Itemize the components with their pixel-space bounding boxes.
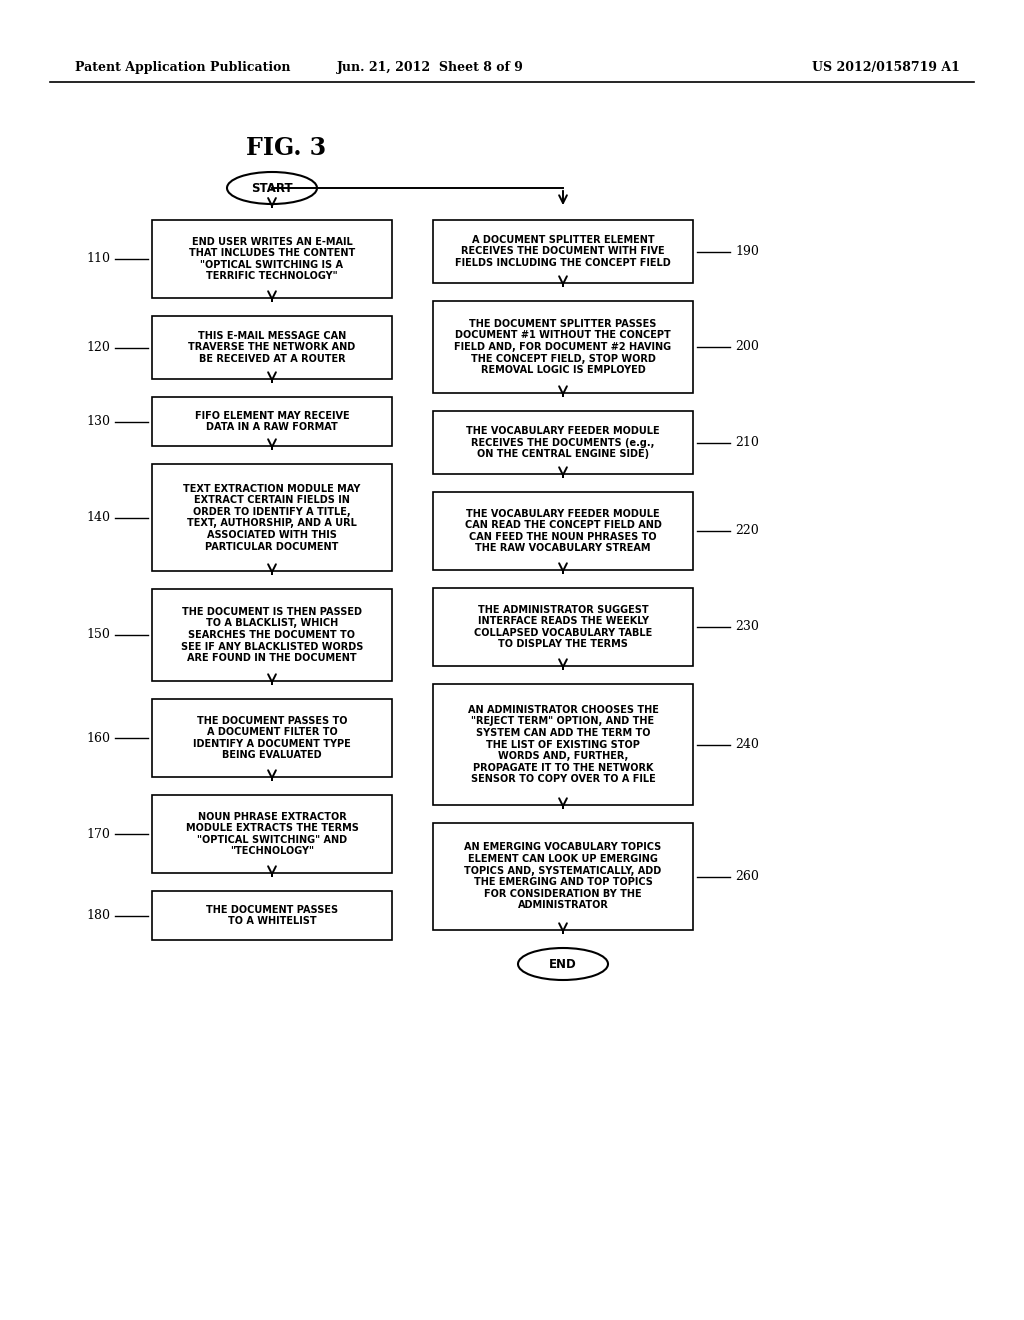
Text: 240: 240 — [735, 738, 759, 751]
Text: START: START — [251, 181, 293, 194]
Text: 130: 130 — [86, 414, 110, 428]
FancyBboxPatch shape — [152, 315, 392, 379]
Text: THE VOCABULARY FEEDER MODULE
CAN READ THE CONCEPT FIELD AND
CAN FEED THE NOUN PH: THE VOCABULARY FEEDER MODULE CAN READ TH… — [465, 508, 662, 553]
Ellipse shape — [518, 948, 608, 979]
FancyBboxPatch shape — [433, 220, 693, 282]
Text: 120: 120 — [86, 341, 110, 354]
Text: 170: 170 — [86, 828, 110, 841]
Text: NOUN PHRASE EXTRACTOR
MODULE EXTRACTS THE TERMS
"OPTICAL SWITCHING" AND
"TECHNOL: NOUN PHRASE EXTRACTOR MODULE EXTRACTS TH… — [185, 812, 358, 857]
Text: AN ADMINISTRATOR CHOOSES THE
"REJECT TERM" OPTION, AND THE
SYSTEM CAN ADD THE TE: AN ADMINISTRATOR CHOOSES THE "REJECT TER… — [468, 705, 658, 784]
Text: THE DOCUMENT PASSES
TO A WHITELIST: THE DOCUMENT PASSES TO A WHITELIST — [206, 904, 338, 927]
Text: THE ADMINISTRATOR SUGGEST
INTERFACE READS THE WEEKLY
COLLAPSED VOCABULARY TABLE
: THE ADMINISTRATOR SUGGEST INTERFACE READ… — [474, 605, 652, 649]
Text: 190: 190 — [735, 246, 759, 257]
Text: THE DOCUMENT PASSES TO
A DOCUMENT FILTER TO
IDENTIFY A DOCUMENT TYPE
BEING EVALU: THE DOCUMENT PASSES TO A DOCUMENT FILTER… — [194, 715, 351, 760]
Text: US 2012/0158719 A1: US 2012/0158719 A1 — [812, 62, 961, 74]
FancyBboxPatch shape — [433, 587, 693, 667]
Text: TEXT EXTRACTION MODULE MAY
EXTRACT CERTAIN FIELDS IN
ORDER TO IDENTIFY A TITLE,
: TEXT EXTRACTION MODULE MAY EXTRACT CERTA… — [183, 483, 360, 552]
Text: THE VOCABULARY FEEDER MODULE
RECEIVES THE DOCUMENTS (e.g.,
ON THE CENTRAL ENGINE: THE VOCABULARY FEEDER MODULE RECEIVES TH… — [466, 426, 659, 459]
FancyBboxPatch shape — [152, 465, 392, 572]
Text: 200: 200 — [735, 341, 759, 354]
Text: THIS E-MAIL MESSAGE CAN
TRAVERSE THE NETWORK AND
BE RECEIVED AT A ROUTER: THIS E-MAIL MESSAGE CAN TRAVERSE THE NET… — [188, 331, 355, 364]
Text: 140: 140 — [86, 511, 110, 524]
Text: Patent Application Publication: Patent Application Publication — [75, 62, 291, 74]
FancyBboxPatch shape — [152, 397, 392, 446]
Text: 220: 220 — [735, 524, 759, 537]
FancyBboxPatch shape — [152, 700, 392, 777]
FancyBboxPatch shape — [433, 411, 693, 474]
Text: A DOCUMENT SPLITTER ELEMENT
RECEIVES THE DOCUMENT WITH FIVE
FIELDS INCLUDING THE: A DOCUMENT SPLITTER ELEMENT RECEIVES THE… — [455, 235, 671, 268]
FancyBboxPatch shape — [152, 795, 392, 873]
Text: 260: 260 — [735, 870, 759, 883]
Text: 180: 180 — [86, 909, 110, 921]
FancyBboxPatch shape — [152, 589, 392, 681]
FancyBboxPatch shape — [152, 220, 392, 298]
Ellipse shape — [227, 172, 317, 205]
Text: Jun. 21, 2012  Sheet 8 of 9: Jun. 21, 2012 Sheet 8 of 9 — [337, 62, 523, 74]
Text: 160: 160 — [86, 731, 110, 744]
Text: AN EMERGING VOCABULARY TOPICS
ELEMENT CAN LOOK UP EMERGING
TOPICS AND, SYSTEMATI: AN EMERGING VOCABULARY TOPICS ELEMENT CA… — [464, 842, 662, 911]
Text: THE DOCUMENT SPLITTER PASSES
DOCUMENT #1 WITHOUT THE CONCEPT
FIELD AND, FOR DOCU: THE DOCUMENT SPLITTER PASSES DOCUMENT #1… — [455, 319, 672, 375]
FancyBboxPatch shape — [433, 492, 693, 570]
Text: END USER WRITES AN E-MAIL
THAT INCLUDES THE CONTENT
"OPTICAL SWITCHING IS A
TERR: END USER WRITES AN E-MAIL THAT INCLUDES … — [188, 236, 355, 281]
Text: END: END — [549, 957, 577, 970]
FancyBboxPatch shape — [152, 891, 392, 940]
FancyBboxPatch shape — [433, 822, 693, 931]
Text: FIFO ELEMENT MAY RECEIVE
DATA IN A RAW FORMAT: FIFO ELEMENT MAY RECEIVE DATA IN A RAW F… — [195, 411, 349, 433]
FancyBboxPatch shape — [433, 301, 693, 393]
Text: THE DOCUMENT IS THEN PASSED
TO A BLACKLIST, WHICH
SEARCHES THE DOCUMENT TO
SEE I: THE DOCUMENT IS THEN PASSED TO A BLACKLI… — [181, 607, 364, 663]
FancyBboxPatch shape — [433, 684, 693, 805]
Text: 110: 110 — [86, 252, 110, 265]
Text: FIG. 3: FIG. 3 — [246, 136, 326, 160]
Text: 150: 150 — [86, 628, 110, 642]
Text: 230: 230 — [735, 620, 759, 634]
Text: 210: 210 — [735, 436, 759, 449]
